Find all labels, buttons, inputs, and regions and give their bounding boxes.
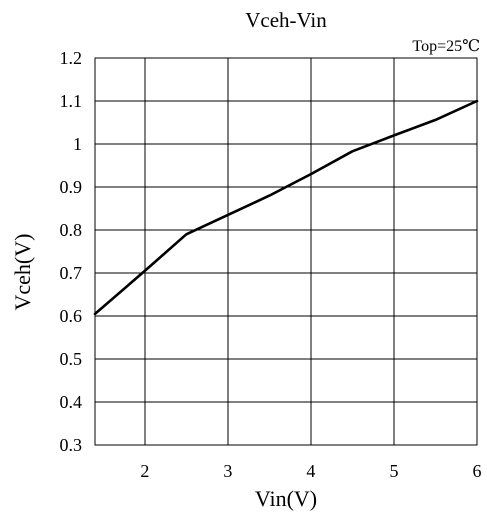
x-tick-label: 6 (473, 461, 482, 481)
x-axis-label: Vin(V) (255, 486, 317, 511)
y-tick-label: 0.6 (60, 306, 83, 326)
series-line-0 (93, 99, 479, 316)
tick-label-layer: 2 3 4 5 6 0.3 0.4 0.5 0.6 0.7 0.8 0.9 1 1.1 1.2 (60, 48, 482, 481)
y-tick-label: 1.1 (60, 91, 83, 111)
y-tick-label: 1.2 (60, 48, 83, 68)
series-layer (93, 99, 479, 316)
x-tick-label: 4 (306, 461, 315, 481)
y-tick-label: 0.4 (60, 392, 83, 412)
x-tick-label: 5 (389, 461, 398, 481)
x-tick-label: 3 (223, 461, 232, 481)
chart-title: Vceh-Vin (245, 8, 327, 32)
y-axis-label: Vceh(V) (10, 234, 35, 311)
y-tick-label: 0.3 (60, 435, 83, 455)
grid-layer (95, 57, 478, 446)
y-tick-label: 1 (73, 134, 82, 154)
y-tick-label: 0.9 (60, 177, 83, 197)
y-tick-label: 0.8 (60, 220, 83, 240)
temperature-annotation: Top=25℃ (412, 38, 480, 55)
y-tick-label: 0.7 (60, 263, 83, 283)
y-tick-label: 0.5 (60, 349, 83, 369)
plot-frame (94, 57, 478, 446)
x-tick-label: 2 (140, 461, 149, 481)
